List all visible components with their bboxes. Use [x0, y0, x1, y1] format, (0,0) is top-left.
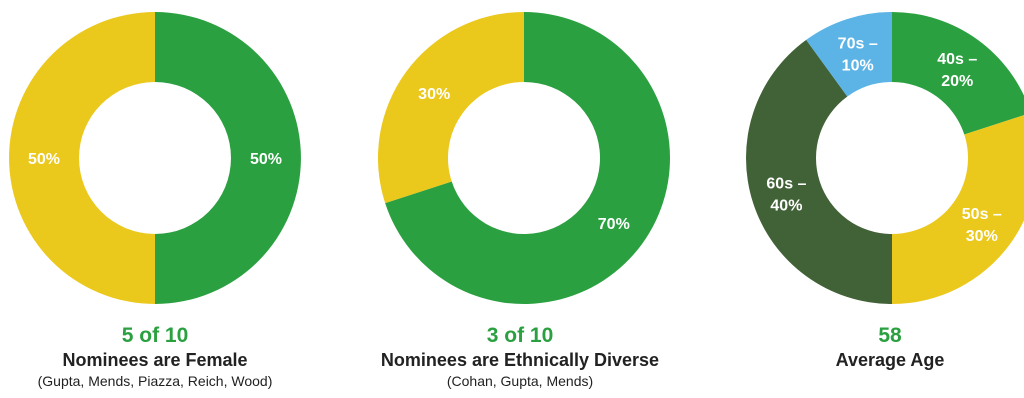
- donut-age: 40s –20% 50s –30% 60s –40% 70s –10%: [746, 12, 1024, 305]
- slice-label: 70s –10%: [838, 35, 878, 74]
- stat-caption-female: Nominees are Female: [62, 350, 248, 370]
- stat-names-diverse: (Cohan, Gupta, Mends): [446, 373, 594, 389]
- stat-block-female: 5 of 10 Nominees are Female (Gupta, Mend…: [0, 324, 325, 390]
- slice-label: 30%: [418, 86, 450, 103]
- slice-label: 70%: [598, 216, 630, 233]
- stat-value-diverse: 3 of 10: [486, 324, 554, 347]
- slice-label: 40s –20%: [937, 51, 977, 90]
- stat-names-female: (Gupta, Mends, Piazza, Reich, Wood): [37, 373, 273, 389]
- slice-label: 50s –30%: [962, 206, 1002, 245]
- slice-male: [9, 12, 156, 304]
- stat-value-age: 58: [878, 324, 902, 347]
- stat-caption-diverse: Nominees are Ethnically Diverse: [380, 350, 660, 370]
- slice-female: [155, 12, 301, 304]
- slice-60s: [746, 39, 892, 305]
- stat-block-diverse: 3 of 10 Nominees are Ethnically Diverse …: [350, 324, 690, 390]
- stat-caption-age: Average Age: [835, 350, 945, 370]
- donut-female: 50% 50%: [9, 12, 301, 304]
- slice-50s: [892, 115, 1024, 304]
- stat-block-age: 58 Average Age: [720, 324, 1024, 372]
- slice-not-ethnically-diverse: [385, 12, 670, 304]
- slice-label: 50%: [28, 151, 60, 168]
- slice-ethnically-diverse: [378, 12, 524, 204]
- slice-40s: [892, 12, 1024, 135]
- donut-diverse: 70% 30%: [378, 12, 670, 304]
- slice-label: 50%: [250, 151, 282, 168]
- slice-70s: [806, 12, 892, 97]
- slice-label: 60s –40%: [766, 175, 806, 214]
- stat-value-female: 5 of 10: [121, 324, 189, 347]
